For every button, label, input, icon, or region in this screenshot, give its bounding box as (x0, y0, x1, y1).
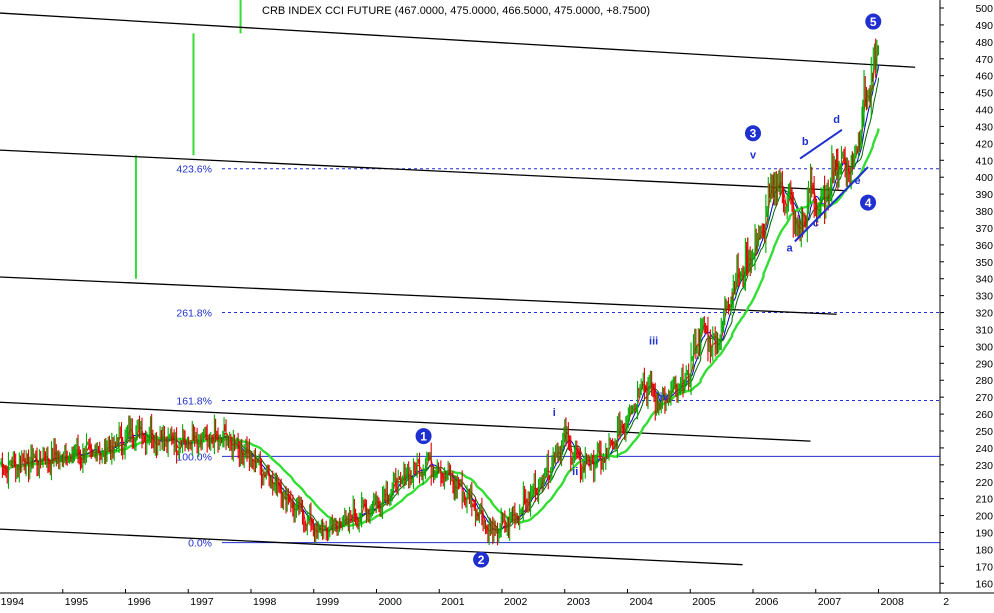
y-tick-label: 360 (975, 240, 993, 252)
y-tick-label: 280 (975, 375, 993, 387)
x-tick-label: 2007 (818, 596, 842, 608)
y-tick-label: 330 (975, 291, 993, 303)
x-tick-label: 1996 (128, 596, 152, 608)
wave-circle (865, 13, 882, 30)
triangle-line (799, 128, 843, 160)
channel-lines (0, 12, 916, 566)
y-tick-label: 250 (975, 426, 993, 438)
x-tick-label: 2001 (441, 596, 465, 608)
y-tick-label: 380 (975, 206, 993, 218)
fib-level-label: 161.8% (176, 396, 212, 408)
y-tick-label: 300 (975, 341, 993, 353)
channel-line (0, 528, 743, 566)
y-tick-label: 410 (975, 155, 993, 167)
y-tick-label: 290 (975, 358, 993, 370)
x-tick-label: 1995 (65, 596, 89, 608)
wave-label-sub: e (855, 175, 861, 187)
y-tick-label: 390 (975, 189, 993, 201)
channel-line (0, 12, 916, 68)
y-tick-label: 340 (975, 274, 993, 286)
y-tick-label: 480 (975, 37, 993, 49)
y-tick-label: 320 (975, 308, 993, 320)
chart-title: CRB INDEX CCI FUTURE (467.0000, 475.0000… (262, 5, 650, 17)
y-tick-label: 370 (975, 223, 993, 235)
x-tick-label: 2002 (504, 596, 528, 608)
y-tick-label: 490 (975, 20, 993, 32)
wave-label-sub: d (833, 114, 840, 126)
wave-label-primary: 2 (478, 553, 485, 567)
wave-circle (745, 125, 761, 142)
wave-circle (473, 551, 490, 568)
wave-label-primary: 5 (870, 15, 877, 29)
x-tick-label: 2008 (881, 596, 905, 608)
y-tick-label: 500 (975, 3, 993, 15)
wave-label-sub: a (787, 243, 794, 255)
y-tick-label: 210 (975, 494, 993, 506)
y-tick-label: 190 (975, 528, 993, 540)
wave-label-sub: b (802, 136, 809, 148)
y-tick-label: 170 (975, 561, 993, 573)
y-tick-label: 260 (975, 409, 993, 421)
wave-label-minor: iii (649, 336, 658, 348)
y-tick-label: 160 (975, 578, 993, 590)
wave-label-minor: iv (660, 392, 670, 404)
y-tick-label: 230 (975, 460, 993, 472)
y-tick-label: 310 (975, 324, 993, 336)
x-tick-label: 2004 (630, 596, 654, 608)
x-tick-label: 2005 (692, 596, 716, 608)
y-tick-label: 220 (975, 477, 993, 489)
y-tick-label: 350 (975, 257, 993, 269)
triangle-line (794, 166, 869, 243)
x-tick-label: 1994 (1, 596, 25, 608)
fib-level-label: 100.0% (176, 451, 212, 463)
x-tick-label: 1998 (253, 596, 277, 608)
y-tick-label: 430 (975, 121, 993, 133)
fib-level-label: 0.0% (188, 538, 212, 550)
channel-line (0, 401, 811, 442)
x-tick-label: 2003 (567, 596, 591, 608)
fib-level-label: 423.6% (176, 164, 212, 176)
y-tick-label: 440 (975, 105, 993, 117)
triangle-lines (794, 128, 869, 243)
y-tick-label: 240 (975, 443, 993, 455)
wave-circle (415, 428, 432, 445)
y-tick-label: 470 (975, 54, 993, 66)
y-tick-label: 450 (975, 88, 993, 100)
y-tick-label: 200 (975, 511, 993, 523)
y-tick-label: 270 (975, 392, 993, 404)
wave-label-primary: 1 (420, 430, 427, 444)
y-tick-label: 460 (975, 71, 993, 83)
y-tick-label: 400 (975, 172, 993, 184)
x-tick-label: 2006 (755, 596, 779, 608)
x-tick-label: 2 (943, 596, 949, 608)
fib-levels: 0.0% 100.0% 161.8% 261.8% 423.6% (176, 164, 940, 550)
price-bars (0, 38, 880, 546)
y-tick-label: 180 (975, 544, 993, 556)
x-tick-label: 1999 (316, 596, 340, 608)
wave-label-primary: 3 (750, 127, 757, 141)
wave-label-sub: c (813, 217, 819, 229)
y-tick-label: 420 (975, 138, 993, 150)
wave-label-minor: ii (572, 466, 578, 478)
wave-circle (860, 194, 877, 211)
channel-line (0, 276, 837, 315)
fib-level-label: 261.8% (176, 308, 212, 320)
wave-label-primary: 4 (865, 196, 872, 210)
wave-label-minor: v (750, 150, 757, 162)
x-tick-label: 1997 (190, 596, 214, 608)
wave-label-minor: i (553, 407, 556, 419)
channel-line (0, 149, 848, 192)
x-tick-label: 2000 (379, 596, 403, 608)
